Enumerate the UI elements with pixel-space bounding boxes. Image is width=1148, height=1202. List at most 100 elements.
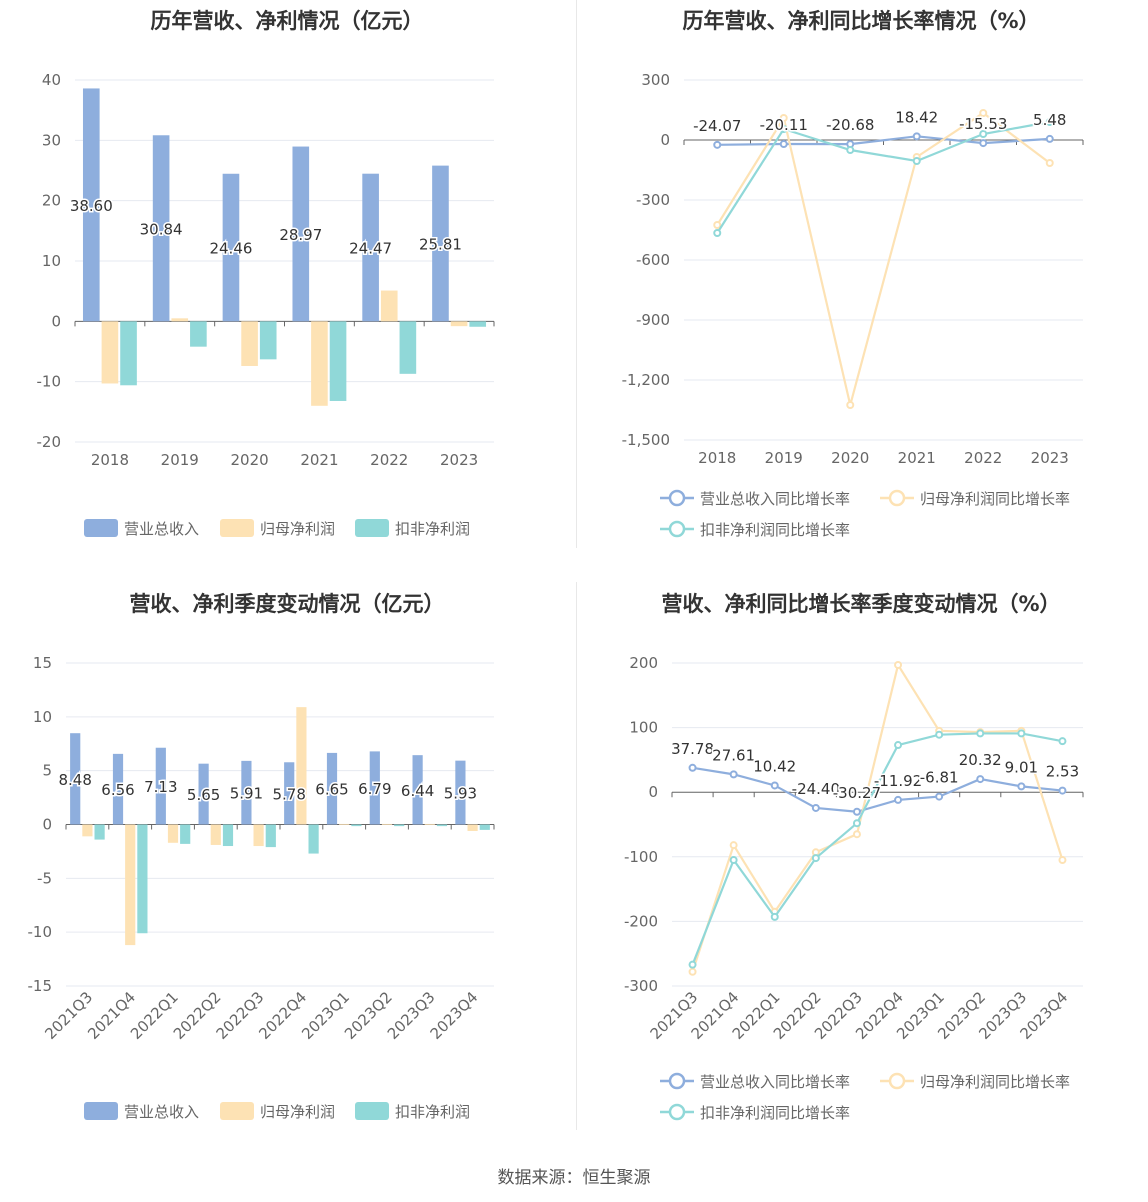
bar-net-profit [381, 823, 393, 825]
data-point [770, 781, 779, 790]
bar-revenue [455, 760, 466, 825]
bar-deducted-profit [259, 321, 277, 360]
bar-net-profit [253, 824, 264, 847]
data-point [912, 132, 921, 141]
data-point [979, 139, 988, 148]
legend-label: 扣非净利润 [395, 1103, 470, 1121]
legend-label: 扣非净利润 [395, 520, 470, 538]
data-label: 38.60 [70, 197, 113, 215]
x-tick-label: 2019 [765, 449, 803, 467]
x-tick-label: 2023Q4 [427, 988, 482, 1043]
annual-amounts-panel: 历年营收、净利情况（亿元） 40 30 20 10 0 -10 -20 2018 2019 202… [0, 0, 574, 560]
legend-label: 营业总收入 [124, 520, 199, 538]
y-tick-label: 200 [629, 654, 658, 672]
x-tick-label: 2023 [1031, 449, 1069, 467]
series-line [692, 766, 1063, 813]
data-label: 10.42 [753, 757, 796, 775]
data-label: -6.81 [920, 769, 959, 787]
legend-marker [668, 1072, 686, 1090]
data-label: 5.93 [444, 785, 477, 803]
data-label: 7.13 [144, 778, 177, 796]
bar-net-profit [467, 824, 478, 831]
bar-deducted-profit [222, 824, 234, 847]
panel-title: 历年营收、净利同比增长率情况（%） [682, 9, 1040, 33]
x-tick-label: 2020 [230, 451, 268, 469]
data-label: 6.44 [401, 782, 434, 800]
bar-deducted-profit [436, 824, 448, 827]
data-label: 5.91 [230, 785, 263, 803]
y-tick-label: 15 [33, 654, 52, 672]
x-tick-label: 2021 [898, 449, 936, 467]
bar-deducted-profit [190, 321, 207, 347]
series-line [691, 662, 1064, 973]
bar-revenue [198, 763, 209, 825]
data-label: 24.46 [209, 240, 252, 258]
bar-revenue [284, 762, 295, 825]
bar-revenue [362, 173, 379, 322]
bar-deducted-profit [469, 321, 487, 327]
bar-revenue [432, 165, 449, 322]
data-point [935, 792, 944, 801]
data-point [976, 775, 985, 784]
data-point [688, 960, 697, 969]
data-label: 9.01 [1005, 758, 1038, 776]
y-tick-label: 30 [42, 131, 61, 149]
bar-deducted-profit [399, 321, 417, 374]
data-point [1017, 782, 1026, 791]
x-tick-label: 2018 [91, 451, 129, 469]
annual-amounts-chart: 40 30 20 10 0 -10 -20 2018 2019 2020 2021 2022 2023 3… [37, 71, 495, 538]
y-tick-label: -100 [624, 848, 658, 866]
legend-marker [888, 489, 906, 507]
quarterly-amounts-chart: 151050-5-10-152021Q32021Q42022Q12022Q220… [28, 654, 495, 1121]
series-line [716, 120, 1050, 234]
bar-revenue [241, 760, 252, 825]
y-tick-label: 0 [660, 131, 670, 149]
data-point [779, 125, 788, 133]
data-label: 6.79 [358, 780, 391, 798]
y-tick-label: 40 [42, 71, 61, 89]
y-tick-label: -1,500 [622, 431, 670, 449]
y-tick-label: -200 [624, 912, 658, 930]
bar-revenue [369, 751, 380, 825]
data-point [894, 795, 903, 804]
y-tick-label: -5 [37, 869, 52, 887]
bar-net-profit [241, 321, 258, 366]
legend-label: 营业总收入 [124, 1103, 199, 1121]
data-point [811, 803, 820, 812]
data-label: -20.68 [826, 116, 874, 134]
bar-deducted-profit [479, 824, 490, 830]
bar-net-profit [311, 321, 328, 406]
bar-net-profit [171, 318, 189, 322]
bar-deducted-profit [137, 824, 148, 934]
bar-deducted-profit [94, 824, 105, 840]
data-point [976, 729, 985, 738]
data-label: -24.07 [693, 117, 741, 135]
data-point [1058, 737, 1067, 746]
data-label: 5.78 [273, 785, 306, 803]
x-tick-label: 2022 [370, 451, 408, 469]
y-tick-label: 300 [641, 71, 670, 89]
legend-label: 营业总收入同比增长率 [700, 1073, 850, 1091]
data-point [729, 770, 738, 779]
data-label: 5.65 [187, 786, 220, 804]
data-label: 24.47 [349, 240, 392, 258]
legend-swatch [220, 519, 254, 537]
bar-revenue [112, 753, 124, 825]
bar-revenue [152, 135, 170, 322]
bar-net-profit [296, 707, 307, 825]
data-point [1058, 856, 1067, 865]
bar-net-profit [125, 824, 136, 946]
panel-title: 营收、净利季度变动情况（亿元） [129, 592, 445, 616]
legend-marker [668, 1103, 686, 1121]
bar-net-profit [450, 321, 468, 327]
data-point [770, 912, 779, 921]
data-point [852, 830, 861, 839]
data-label: 30.84 [140, 220, 183, 238]
data-point [713, 221, 722, 229]
legend-label: 扣非净利润同比增长率 [700, 1104, 850, 1122]
data-point [688, 967, 697, 976]
bar-deducted-profit [308, 824, 319, 854]
bar-net-profit [167, 824, 179, 843]
y-tick-label: 0 [648, 783, 658, 801]
y-tick-label: -600 [636, 251, 670, 269]
